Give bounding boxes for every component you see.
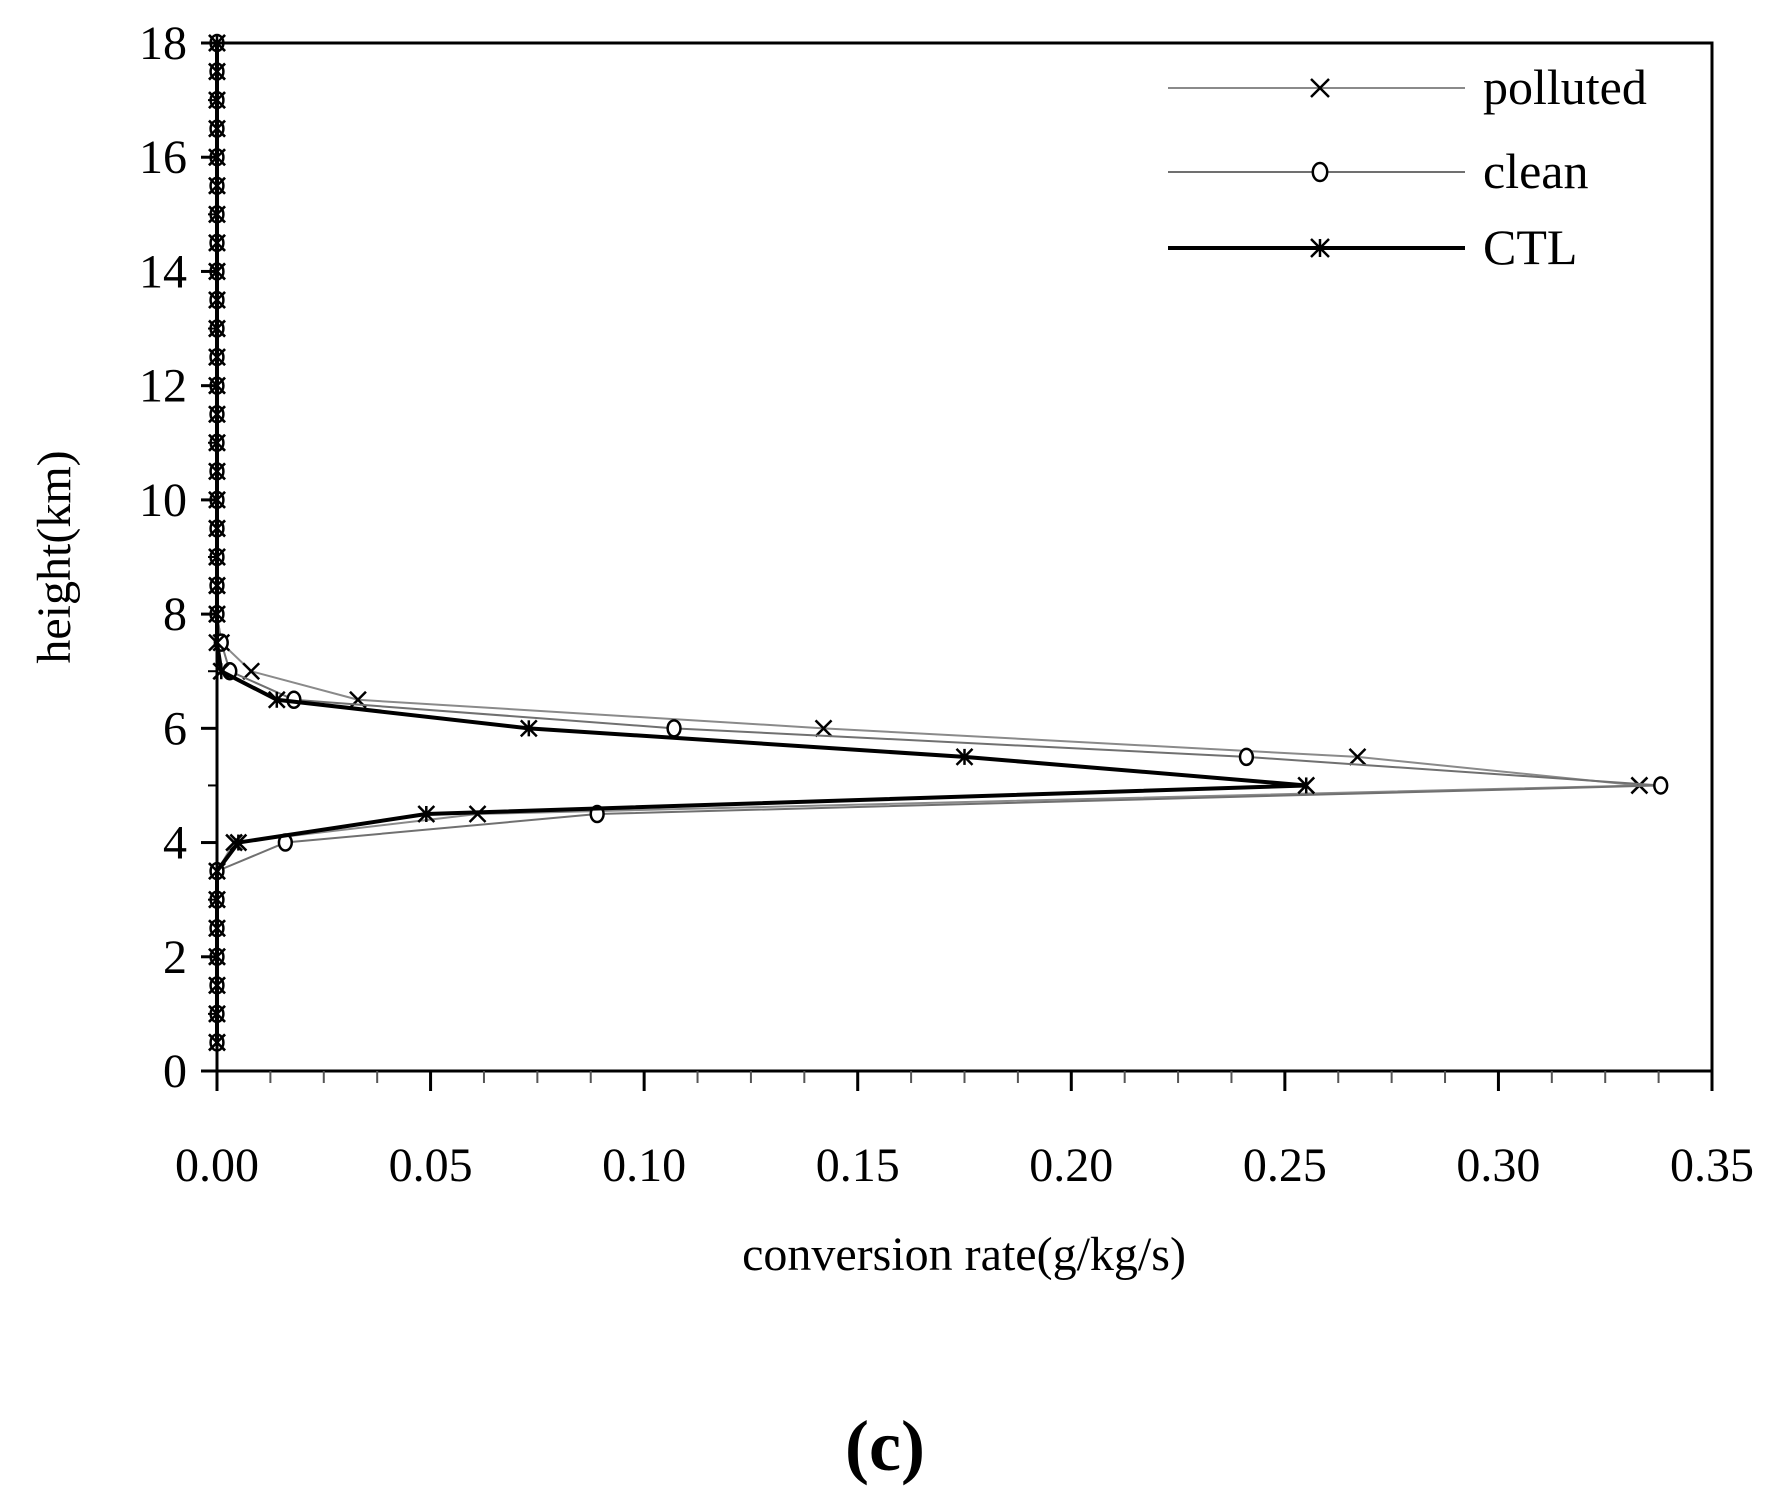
data-point-ctl [519, 719, 538, 738]
legend: polluted clean CTL [1168, 59, 1647, 275]
series-ctl [208, 34, 1316, 1052]
legend-item-clean: clean [1168, 143, 1588, 199]
legend-item-polluted: polluted [1168, 59, 1647, 115]
legend-item-ctl: CTL [1168, 219, 1577, 275]
data-point-ctl [955, 748, 974, 766]
series-line-ctl [215, 43, 1309, 1043]
y-tick-label: 0 [163, 1045, 187, 1098]
legend-label: clean [1483, 143, 1588, 199]
y-tick-label: 4 [163, 817, 187, 870]
y-tick-label: 8 [163, 588, 187, 641]
data-point-polluted [242, 662, 261, 681]
y-tick-label: 12 [139, 360, 187, 413]
data-point-polluted [814, 719, 833, 738]
x-tick-label: 0.35 [1670, 1139, 1754, 1192]
legend-marker [1311, 161, 1329, 183]
y-tick-label: 10 [139, 474, 187, 527]
x-tick-label: 0.25 [1243, 1139, 1327, 1192]
series-clean [209, 33, 1669, 1052]
x-tick-label: 0.15 [816, 1139, 900, 1192]
y-tick-label: 6 [163, 702, 187, 755]
y-axis-title: height(km) [28, 450, 81, 663]
axis-layer: 0.00 0.05 0.10 0.15 0.20 0.25 0.30 0.35 0 2 4 6 8 10 1… [139, 17, 1754, 1192]
series-line-clean [216, 43, 1662, 1043]
y-tick-label: 18 [139, 17, 187, 70]
series-line-polluted [216, 43, 1641, 1043]
data-point-clean [666, 719, 682, 738]
data-point-clean [1238, 747, 1255, 767]
legend-label: CTL [1483, 219, 1577, 275]
data-point-ctl [417, 805, 436, 823]
x-tick-label: 0.20 [1029, 1139, 1113, 1192]
data-point-ctl [229, 833, 248, 852]
series-polluted [208, 34, 1649, 1052]
y-tick-label: 2 [163, 931, 187, 984]
legend-marker [1310, 238, 1330, 258]
data-point-ctl [1297, 776, 1316, 795]
x-tick-label: 0.00 [175, 1139, 259, 1192]
data-point-clean [1653, 776, 1669, 795]
y-tick-label: 16 [139, 131, 187, 184]
x-axis-title: conversion rate(g/kg/s) [742, 1228, 1186, 1281]
panel-label: (c) [845, 1406, 925, 1486]
x-tick-label: 0.05 [389, 1139, 473, 1192]
y-tick-label: 14 [139, 245, 187, 298]
data-point-polluted [1348, 748, 1367, 766]
x-tick-label: 0.30 [1456, 1139, 1540, 1192]
legend-label: polluted [1483, 59, 1647, 115]
legend-marker [1310, 78, 1330, 98]
series-layer [208, 33, 1669, 1052]
data-point-ctl [267, 690, 286, 709]
x-tick-label: 0.10 [602, 1139, 686, 1192]
